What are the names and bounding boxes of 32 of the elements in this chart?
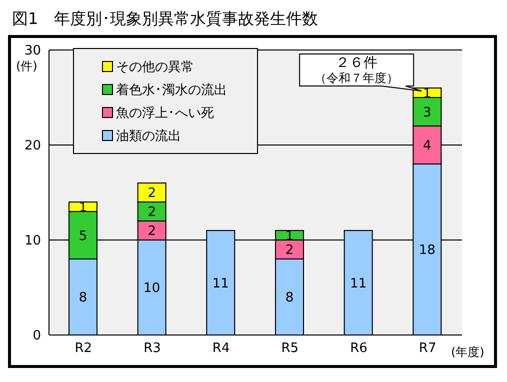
y-tick-label: 20	[24, 138, 41, 154]
data-label: 11	[212, 276, 229, 292]
data-label: 4	[423, 138, 432, 154]
data-label: 5	[78, 228, 88, 244]
x-tick-label: R4	[212, 341, 230, 356]
x-tick-label: R3	[144, 341, 161, 356]
data-label: 2	[148, 224, 156, 240]
data-label: 3	[423, 105, 432, 120]
data-label: 2	[285, 243, 294, 258]
data-label: 8	[285, 290, 294, 306]
data-label: 10	[144, 281, 160, 296]
x-axis-title: (年度)	[451, 344, 484, 361]
y-tick-label: 10	[24, 234, 41, 249]
data-label: 8	[78, 290, 88, 306]
legend-label: 魚の浮上･へい死	[116, 104, 214, 122]
x-tick-label: R7	[418, 341, 436, 356]
data-label: 11	[350, 276, 367, 292]
data-label: 18	[418, 243, 436, 258]
legend-label: その他の異常	[116, 58, 194, 76]
data-label: 2	[148, 186, 156, 202]
chart-title: 図1 年度別･現象別異常水質事故発生件数	[11, 8, 320, 30]
x-tick-label: R5	[281, 341, 299, 356]
annotation: （令和７年度）	[314, 71, 399, 85]
legend-label: 油類の流出	[116, 128, 181, 144]
y-tick-label: 30	[24, 44, 41, 59]
data-label: 2	[148, 205, 156, 220]
x-tick-label: R2	[74, 341, 92, 356]
x-tick-label: R6	[350, 341, 368, 356]
legend-label: 着色水･濁水の流出	[116, 82, 227, 98]
annotation: ２６件	[336, 55, 378, 71]
y-axis-title: (件)	[16, 58, 38, 75]
y-tick-label: 0	[32, 328, 41, 344]
